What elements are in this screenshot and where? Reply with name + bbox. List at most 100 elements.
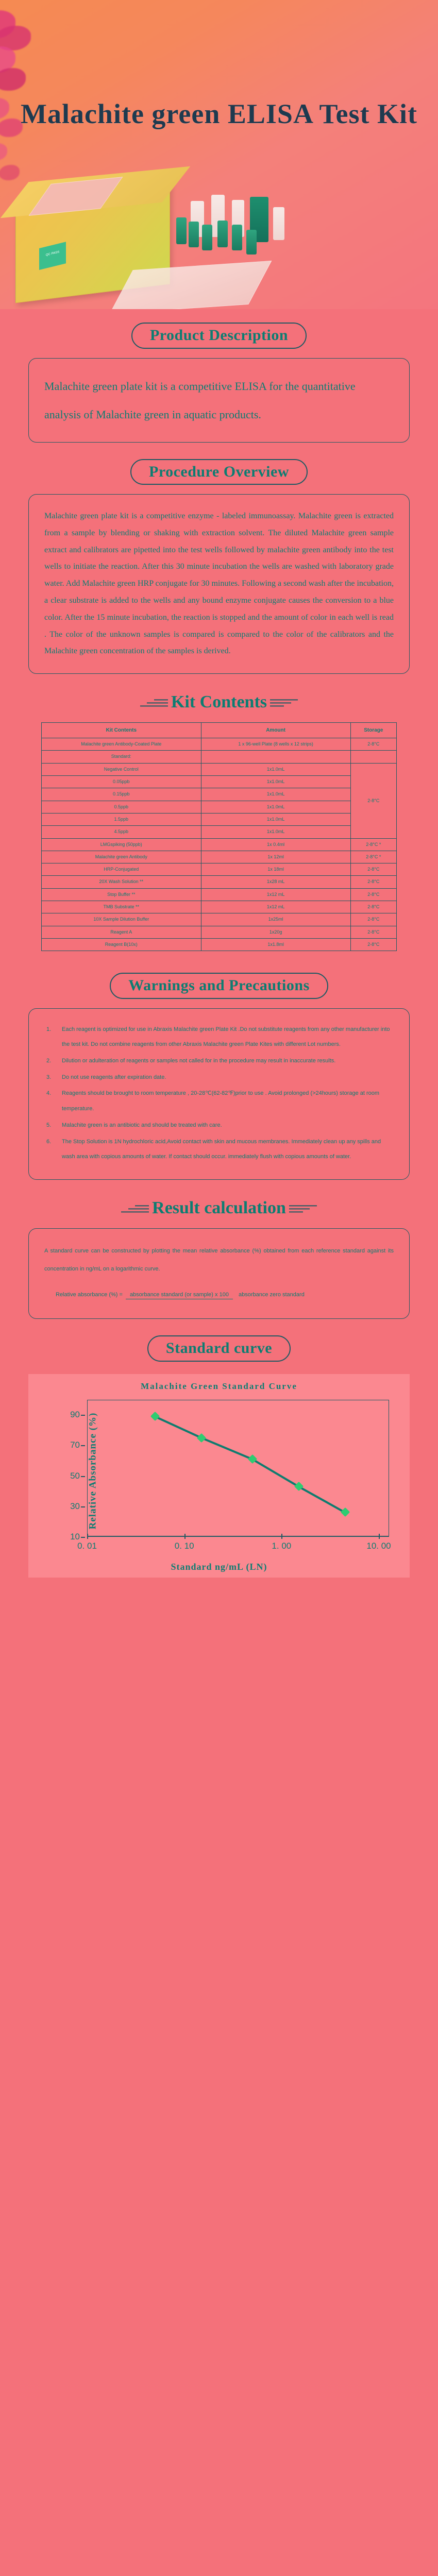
chart-x-axis-label: Standard ng/mL (LN) — [171, 1561, 267, 1572]
chart-y-tick-label: 90 — [56, 1410, 85, 1420]
cell-storage: 2-8°C — [350, 875, 397, 889]
chart-x-tick-label: 0. 10 — [174, 1540, 194, 1551]
chart-x-tick-label: 0. 01 — [77, 1540, 97, 1551]
product-description-heading: Product Description — [131, 323, 307, 349]
reagent-vial — [189, 222, 199, 247]
reagent-vial — [246, 230, 257, 255]
chart-x-axis-line — [87, 1535, 389, 1537]
table-row: Standard: — [41, 750, 397, 764]
chart-x-tick-label: 10. 00 — [366, 1540, 391, 1551]
chart-x-tick — [184, 1533, 186, 1539]
cell-amount: 1x1.0mL — [200, 788, 351, 801]
cell-amount: 1x1.0mL — [200, 775, 351, 789]
cell-storage: 2-8°C — [350, 863, 397, 876]
cell-kit-content: 0.05ppb — [41, 775, 201, 789]
section-warnings: Warnings and Precautions Each reagent is… — [0, 973, 438, 1183]
standard-curve-chart: Malachite Green Standard Curve Relative … — [28, 1374, 410, 1578]
procedure-overview-card: Malachite green plate kit is a competiti… — [28, 494, 410, 674]
warnings-heading: Warnings and Precautions — [110, 973, 328, 999]
table-row: 0.5ppb 1x1.0mL — [41, 800, 397, 814]
warnings-card: Each reagent is optimized for use in Abr… — [28, 1008, 410, 1180]
cell-amount: 1x1.0mL — [200, 762, 351, 776]
chart-plot-area: Relative Absorbance (%) 10 30 50 70 90 0. 01 0… — [33, 1394, 405, 1551]
cell-kit-content: 10X Sample Dilution Buffer — [41, 913, 201, 926]
cell-storage: 2-8°C — [350, 913, 397, 926]
cell-kit-content: 4.5ppb — [41, 825, 201, 839]
table-row: 1.5ppb 1x1.0mL — [41, 812, 397, 826]
reagent-vial — [273, 207, 284, 240]
table-row: 20X Wash Solution ** 1x28 mL 2-8°C — [41, 875, 397, 889]
section-product-description: Product Description Malachite green plat… — [0, 323, 438, 446]
cell-kit-content: Reagent B(10x) — [41, 938, 201, 952]
cell-kit-content: 0.5ppb — [41, 800, 201, 814]
table-row: Stop Buffer ** 1x12 mL 2-8°C — [41, 888, 397, 902]
result-calculation-body: A standard curve can be constructed by p… — [44, 1247, 394, 1273]
cell-amount: 1x 12ml — [200, 850, 351, 864]
cell-amount: 1x1.0mL — [200, 800, 351, 814]
cell-amount: 1x1.0mL — [200, 825, 351, 839]
cell-amount: 1x25ml — [200, 913, 351, 926]
chart-y-tick-label: 50 — [56, 1471, 85, 1481]
cell-storage: 2-8°C — [350, 925, 397, 939]
reagent-vial — [176, 217, 187, 244]
chart-y-tick-label: 30 — [56, 1501, 85, 1512]
table-row: 0.05ppb 1x1.0mL — [41, 775, 397, 789]
cell-amount — [200, 750, 351, 764]
qc-pass-sticker: QC PASS — [39, 242, 66, 270]
warning-item: Dilution or adulteration of reagents or … — [46, 1054, 336, 1069]
cell-storage: 2-8°C — [350, 738, 397, 751]
table-row: Malachite green Antibody 1x 12ml 2-8°C * — [41, 850, 397, 864]
product-description-card: Malachite green plate kit is a competiti… — [28, 358, 410, 443]
column-header-amount: Amount — [200, 722, 351, 739]
reagent-vial — [217, 221, 228, 247]
product-photo: QC PASS — [0, 166, 438, 309]
cell-kit-content: 20X Wash Solution ** — [41, 875, 201, 889]
section-result-calculation: Result calculation A standard curve can … — [0, 1198, 438, 1322]
table-row: Malachite green Antibody-Coated Plate 1 x… — [41, 738, 397, 751]
chart-x-tick — [87, 1533, 88, 1539]
cell-kit-content: 1.5ppb — [41, 812, 201, 826]
section-standard-curve: Standard curve Malachite Green Standard … — [0, 1335, 438, 1601]
formula-numerator: absorbance standard (or sample) x 100 — [125, 1292, 233, 1300]
product-description-body: Malachite green plate kit is a competiti… — [44, 379, 356, 421]
result-calculation-card: A standard curve can be constructed by p… — [28, 1228, 410, 1319]
reagent-vial — [232, 225, 242, 250]
chart-y-tick-label: 10 — [56, 1532, 85, 1542]
cell-kit-content: 0.15ppb — [41, 788, 201, 801]
table-row: Negative Control 1x1.0mL 2-8°C — [41, 762, 397, 839]
cell-storage: 2-8°C * — [350, 838, 397, 851]
cell-kit-content: Malachite green Antibody-Coated Plate — [41, 738, 201, 751]
cell-amount: 1x 18ml — [200, 863, 351, 876]
hero-banner: Malachite green ELISA Test Kit QC PASS — [0, 0, 438, 309]
warning-item: Malachite green is an antibiotic and sho… — [46, 1118, 222, 1133]
cell-storage: 2-8°C — [350, 888, 397, 902]
cell-storage: 2-8°C * — [350, 850, 397, 864]
chart-x-tick-label: 1. 00 — [272, 1540, 292, 1551]
standard-curve-heading: Standard curve — [147, 1335, 291, 1362]
poster-page: Malachite green ELISA Test Kit QC PASS P… — [0, 0, 438, 1601]
table-row: LMGspiking (50ppb) 1x 0.4ml 2-8°C * — [41, 838, 397, 851]
cell-amount: 1x 0.4ml — [200, 838, 351, 851]
cell-kit-content: Malachite green Antibody — [41, 850, 201, 864]
column-header-kit-contents: Kit Contents — [41, 722, 201, 739]
cell-amount: 1x12 mL — [200, 901, 351, 914]
cell-amount: 1x12 mL — [200, 888, 351, 902]
formula-fraction: absorbance standard (or sample) x 100 ab… — [125, 1292, 309, 1300]
cell-kit-content: LMGspiking (50ppb) — [41, 838, 201, 851]
cell-amount: 1x1.8ml — [200, 938, 351, 952]
table-row: 4.5ppb 1x1.0mL — [41, 825, 397, 839]
cell-kit-content: Negative Control — [41, 762, 201, 776]
warning-item: The Stop Solution is 1N hydrochloric aci… — [46, 1134, 381, 1160]
kit-contents-heading: Kit Contents — [140, 692, 298, 712]
warning-item: Do not use reagents after expiration dat… — [46, 1070, 166, 1085]
procedure-overview-heading: Procedure Overview — [130, 459, 308, 485]
table-row: Reagent B(10x) 1x1.8ml 2-8°C — [41, 938, 397, 952]
procedure-overview-body: Malachite green plate kit is a competiti… — [44, 512, 394, 656]
cell-kit-content: Standard: — [41, 750, 201, 764]
warning-item: Reagents should be brought to room tempe… — [46, 1086, 380, 1112]
chart-y-tick-label: 70 — [56, 1440, 85, 1450]
chart-x-tick — [379, 1533, 380, 1539]
cell-storage: 2-8°C — [350, 901, 397, 914]
cell-kit-content: Reagent A — [41, 925, 201, 939]
heading-rule-left-icon — [121, 1205, 149, 1213]
